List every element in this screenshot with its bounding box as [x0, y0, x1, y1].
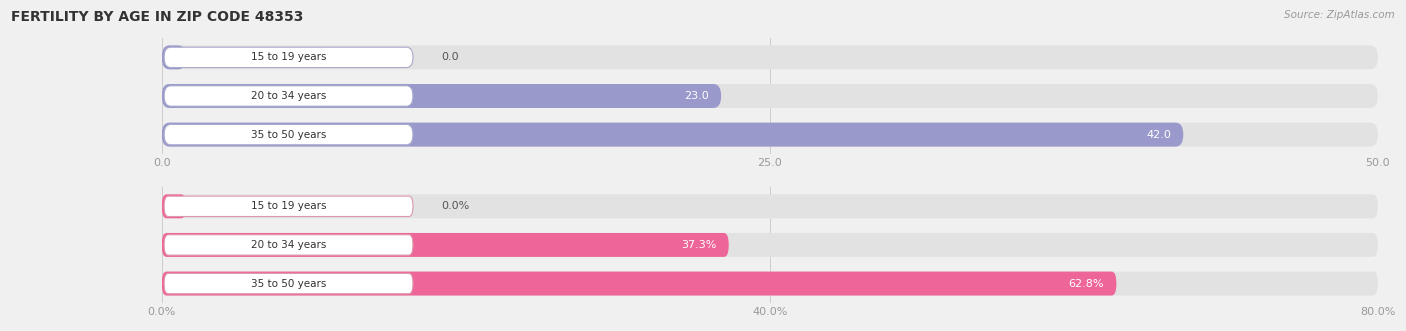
Text: 15 to 19 years: 15 to 19 years	[250, 52, 326, 62]
FancyBboxPatch shape	[165, 196, 413, 216]
Text: 20 to 34 years: 20 to 34 years	[250, 240, 326, 250]
FancyBboxPatch shape	[165, 273, 413, 294]
FancyBboxPatch shape	[162, 84, 721, 108]
Text: 0.0%: 0.0%	[441, 201, 470, 211]
FancyBboxPatch shape	[165, 86, 413, 106]
FancyBboxPatch shape	[162, 233, 1378, 257]
FancyBboxPatch shape	[162, 271, 1116, 296]
Text: 35 to 50 years: 35 to 50 years	[250, 279, 326, 289]
Text: 20 to 34 years: 20 to 34 years	[250, 91, 326, 101]
FancyBboxPatch shape	[162, 233, 728, 257]
FancyBboxPatch shape	[162, 84, 1378, 108]
Text: 42.0: 42.0	[1146, 130, 1171, 140]
FancyBboxPatch shape	[162, 45, 186, 69]
Text: 15 to 19 years: 15 to 19 years	[250, 201, 326, 211]
FancyBboxPatch shape	[165, 235, 413, 255]
Text: 37.3%: 37.3%	[681, 240, 717, 250]
Text: 62.8%: 62.8%	[1069, 279, 1104, 289]
Text: 35 to 50 years: 35 to 50 years	[250, 130, 326, 140]
FancyBboxPatch shape	[165, 47, 413, 68]
FancyBboxPatch shape	[162, 45, 1378, 69]
FancyBboxPatch shape	[162, 194, 186, 218]
Text: 23.0: 23.0	[685, 91, 709, 101]
FancyBboxPatch shape	[162, 194, 1378, 218]
FancyBboxPatch shape	[162, 271, 1378, 296]
FancyBboxPatch shape	[165, 124, 413, 145]
Text: Source: ZipAtlas.com: Source: ZipAtlas.com	[1284, 10, 1395, 20]
FancyBboxPatch shape	[162, 122, 1184, 147]
Text: 0.0: 0.0	[441, 52, 458, 62]
FancyBboxPatch shape	[162, 122, 1378, 147]
Text: FERTILITY BY AGE IN ZIP CODE 48353: FERTILITY BY AGE IN ZIP CODE 48353	[11, 10, 304, 24]
